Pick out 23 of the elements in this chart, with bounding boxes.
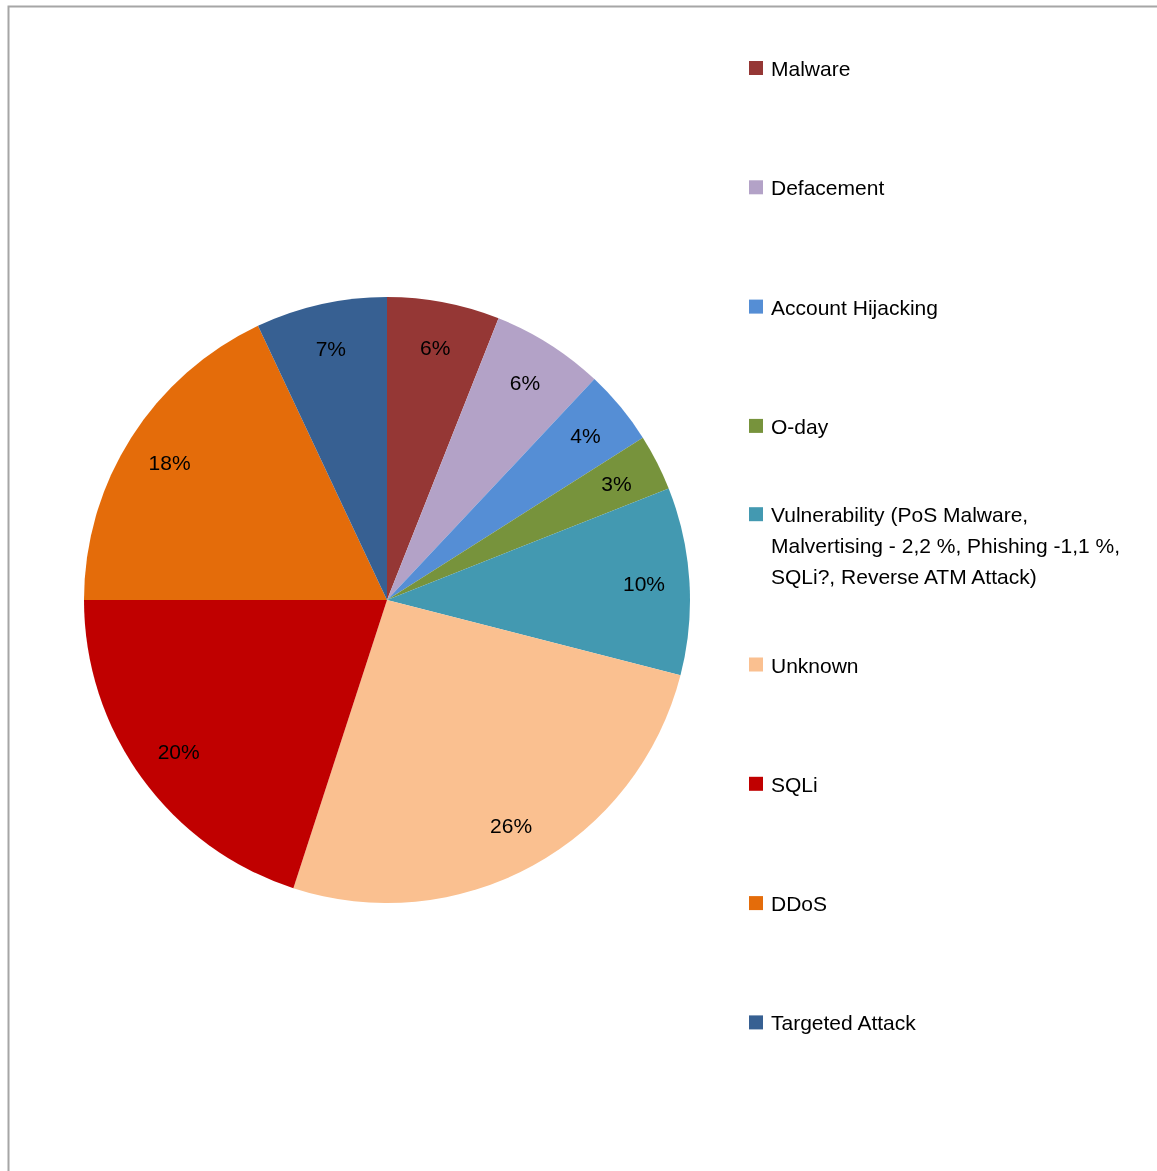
data-label: 6% (509, 371, 541, 395)
pie-slice (84, 325, 387, 600)
legend-label: Vulnerability (PoS Malware, Malvertising - 2,2 %, Phishing -1,1 %, SQLi?, Reverse ATM Attack) (771, 502, 1120, 588)
legend-label: Malware (771, 56, 851, 80)
pie-slice (84, 600, 387, 889)
pie-slice (387, 297, 499, 600)
pie-slice (257, 297, 387, 600)
data-label: 26% (490, 814, 533, 838)
legend-label: SQLi (771, 772, 818, 796)
legend-label: O-day (771, 414, 829, 438)
data-label: 18% (148, 450, 191, 474)
data-label: 10% (623, 572, 666, 596)
data-label: 3% (601, 471, 632, 495)
legend-label: Unknown (771, 653, 859, 676)
data-label: 4% (570, 424, 601, 448)
legend-label: DDoS (771, 891, 828, 915)
legend-label: Account Hijacking (771, 295, 938, 319)
legend-label: Defacement (771, 175, 885, 199)
legend-label: Targeted Attack (771, 1010, 917, 1034)
data-label: 20% (157, 739, 200, 763)
data-label: 7% (315, 337, 346, 361)
data-label: 6% (420, 335, 451, 359)
pie-slice (293, 600, 681, 903)
